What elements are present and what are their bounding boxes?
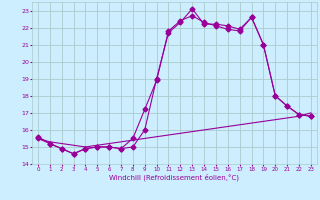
- X-axis label: Windchill (Refroidissement éolien,°C): Windchill (Refroidissement éolien,°C): [109, 173, 239, 181]
